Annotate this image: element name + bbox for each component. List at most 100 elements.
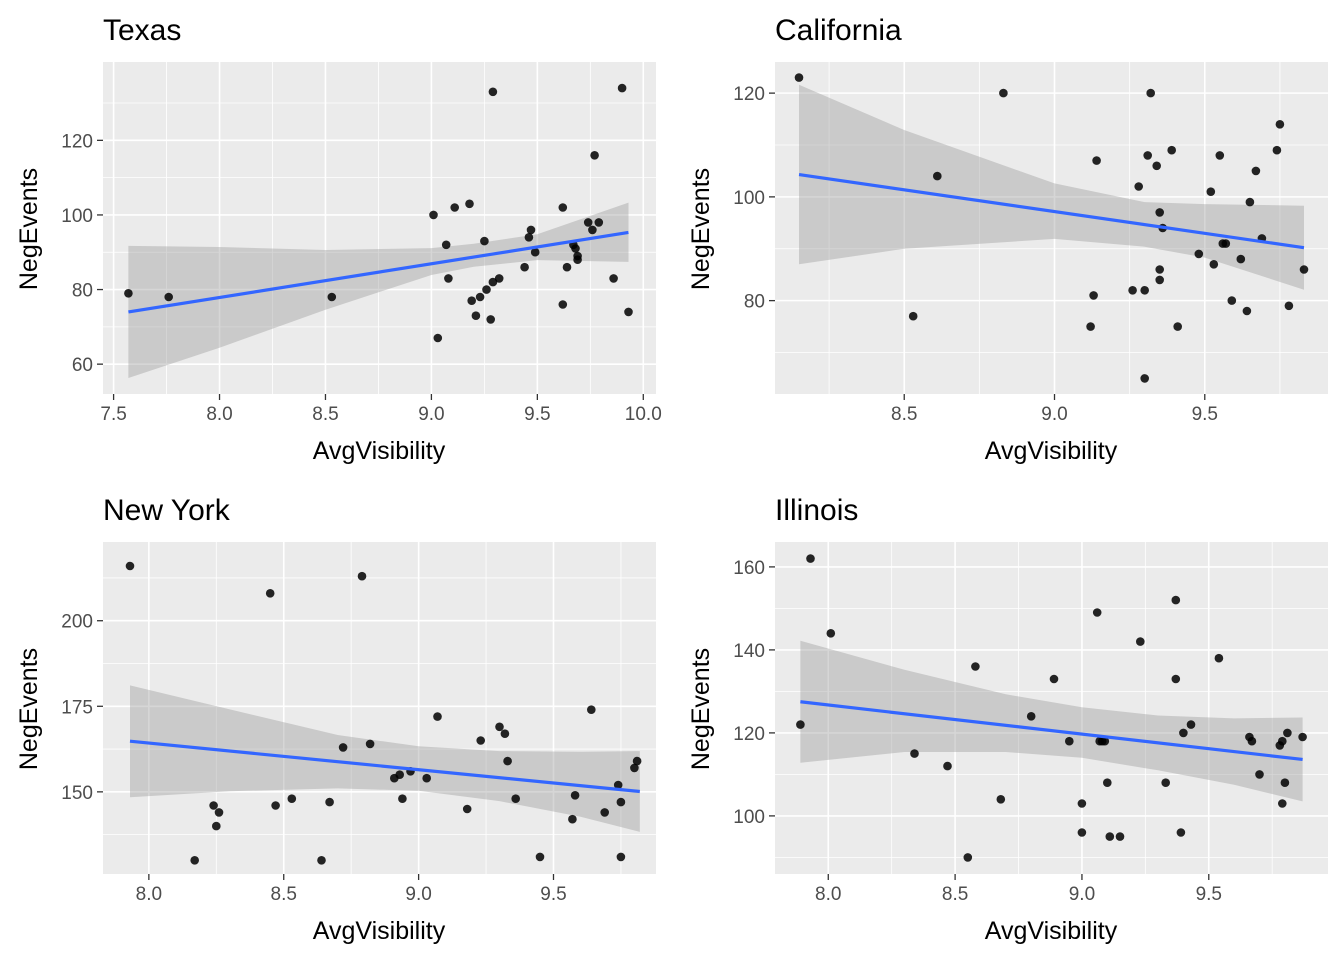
data-point: [287, 794, 297, 803]
x-tick-label: 7.5: [100, 404, 126, 425]
data-point: [209, 801, 218, 810]
data-point: [1092, 156, 1101, 165]
data-point: [1255, 770, 1264, 779]
data-point: [471, 311, 481, 321]
x-tick-label: 10.0: [625, 404, 662, 425]
data-point: [616, 797, 626, 807]
chart-panel-california: California AvgVisibility NegEvents 8.5 9.…: [687, 14, 1328, 465]
plot-area: 8.0 8.5 9.0 9.5 150 175 200: [61, 542, 656, 905]
data-point: [467, 296, 477, 306]
x-tick-label: 9.0: [1069, 884, 1095, 905]
data-point: [1186, 720, 1196, 729]
data-point: [908, 311, 918, 321]
data-point: [1176, 828, 1186, 837]
y-tick-label: 140: [733, 641, 765, 662]
data-point: [558, 203, 568, 212]
data-point: [1247, 736, 1257, 746]
y-tick-label: 60: [72, 355, 93, 376]
data-point: [125, 561, 135, 571]
data-point: [1194, 249, 1204, 259]
data-point: [1171, 595, 1181, 605]
data-point: [573, 255, 582, 264]
data-point: [475, 292, 485, 302]
data-point: [1278, 736, 1287, 746]
panel-background: [775, 62, 1328, 394]
chart-panel-illinois: Illinois AvgVisibility NegEvents 8.0 8.5 9…: [687, 494, 1328, 945]
y-axis-title: NegEvents: [15, 648, 43, 770]
data-point: [1155, 265, 1164, 274]
data-point: [488, 277, 498, 287]
data-point: [164, 292, 173, 302]
data-point: [571, 244, 580, 253]
x-tick-label: 9.5: [1196, 884, 1222, 905]
y-tick-label: 100: [733, 807, 765, 828]
data-point: [503, 756, 512, 766]
data-point: [422, 773, 432, 783]
data-point: [1171, 674, 1181, 684]
data-point: [1103, 778, 1112, 787]
y-tick-label: 100: [61, 206, 93, 227]
confidence-ribbon: [800, 640, 1303, 802]
data-point: [1251, 166, 1261, 176]
data-point: [1077, 799, 1087, 808]
y-tick-label: 175: [61, 697, 93, 718]
data-point: [933, 171, 942, 181]
y-tick-label: 160: [733, 558, 765, 579]
data-point: [1214, 653, 1224, 663]
y-tick-label: 150: [61, 783, 93, 804]
plot-area: 8.5 9.0 9.5 80 100 120: [733, 62, 1328, 425]
data-point: [398, 794, 407, 803]
x-tick-label: 9.0: [405, 884, 431, 905]
regression-line: [798, 172, 1305, 250]
data-point: [1242, 306, 1252, 316]
data-point: [570, 791, 580, 800]
data-point: [588, 225, 597, 235]
data-point: [609, 274, 618, 283]
confidence-ribbon: [128, 202, 629, 378]
y-tick-label: 120: [733, 84, 765, 105]
data-point: [450, 203, 460, 212]
data-point: [271, 801, 280, 810]
data-point: [520, 262, 529, 272]
data-point: [562, 262, 572, 272]
x-tick-label: 8.5: [942, 884, 968, 905]
data-point: [1049, 674, 1059, 684]
data-point: [1283, 728, 1292, 738]
data-point: [1173, 322, 1182, 331]
x-tick-label: 8.0: [206, 404, 232, 425]
panel-title: Illinois: [775, 494, 858, 527]
data-point: [910, 749, 919, 758]
data-point: [568, 814, 577, 824]
x-tick-label: 8.5: [891, 404, 917, 425]
data-point: [594, 218, 604, 227]
x-axis-title: AvgVisibility: [985, 917, 1118, 945]
data-point: [796, 720, 805, 729]
data-point: [429, 210, 438, 220]
data-point: [1143, 151, 1152, 160]
data-point: [524, 233, 534, 242]
data-point: [1128, 286, 1137, 295]
regression-line: [129, 739, 640, 794]
x-tick-label: 8.5: [271, 884, 297, 905]
data-point: [488, 87, 498, 97]
y-tick-label: 120: [61, 131, 93, 152]
panel-background: [103, 62, 656, 394]
data-point: [826, 629, 836, 638]
data-point: [1092, 608, 1102, 617]
data-point: [583, 218, 593, 227]
data-point: [1284, 301, 1294, 311]
data-point: [806, 554, 815, 563]
x-tick-label: 8.5: [312, 404, 338, 425]
data-point: [1105, 832, 1115, 841]
y-axis-title: NegEvents: [687, 168, 715, 290]
data-point: [1155, 208, 1164, 217]
x-tick-label: 9.5: [540, 884, 566, 905]
data-point: [632, 756, 642, 766]
data-point: [1209, 260, 1219, 269]
data-point: [433, 333, 443, 343]
data-point: [511, 794, 520, 803]
data-point: [1280, 778, 1290, 787]
x-tick-label: 9.5: [524, 404, 550, 425]
plot-area: 8.0 8.5 9.0 9.5 100 120 140 160: [733, 542, 1328, 905]
data-point: [1065, 736, 1074, 746]
